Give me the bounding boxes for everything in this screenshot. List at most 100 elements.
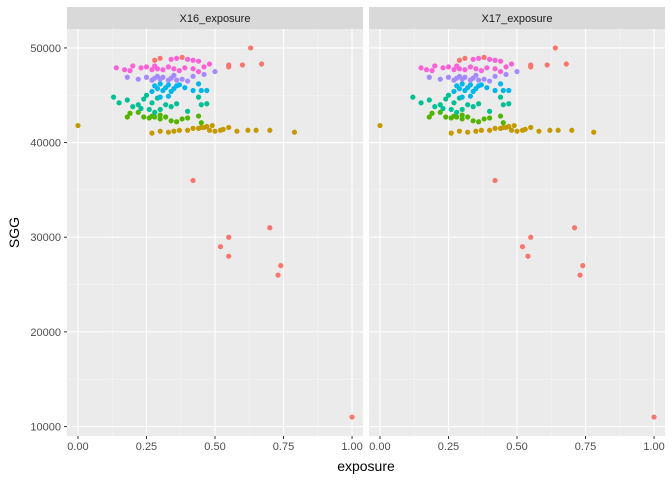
data-point-green — [465, 114, 471, 120]
data-point-pink — [456, 66, 463, 72]
data-point-teal — [454, 109, 460, 115]
data-point-olive — [508, 127, 515, 133]
data-point-purple — [135, 76, 141, 82]
data-point-red — [651, 414, 657, 420]
data-point-purple — [190, 73, 196, 79]
data-point-red — [544, 62, 550, 68]
data-point-purple — [184, 78, 191, 84]
data-point-pink — [195, 58, 202, 64]
data-point-blue — [154, 86, 161, 92]
data-point-olive — [492, 125, 498, 131]
x-tick-label: 0.50 — [204, 441, 225, 453]
panel-strip-label: X16_exposure — [180, 13, 251, 25]
y-tick-label: 20000 — [30, 327, 61, 339]
data-point-olive — [267, 127, 273, 133]
data-point-green — [157, 116, 163, 122]
data-point-teal — [110, 94, 117, 100]
data-point-olive — [291, 129, 298, 135]
data-point-red — [525, 253, 531, 259]
data-point-red — [349, 414, 355, 420]
data-point-pink — [149, 67, 155, 73]
data-point-teal — [497, 94, 504, 100]
data-point-red — [571, 225, 578, 231]
data-point-pink — [497, 58, 504, 64]
data-point-pink — [201, 64, 207, 70]
data-point-teal — [138, 105, 144, 112]
data-point-teal — [130, 104, 136, 110]
data-point-teal — [476, 101, 482, 107]
data-point-blue — [506, 87, 512, 94]
data-point-red — [248, 45, 254, 51]
data-point-pink — [423, 67, 430, 73]
data-point-purple — [179, 76, 185, 82]
data-point-olive — [536, 128, 542, 134]
data-point-pink — [476, 55, 482, 61]
panel-strip — [369, 7, 665, 29]
data-point-green — [195, 113, 202, 119]
data-point-purple — [171, 72, 177, 78]
data-point-teal — [198, 102, 204, 108]
data-point-olive — [465, 129, 471, 135]
data-point-purple — [437, 76, 443, 82]
data-point-blue — [497, 81, 504, 87]
data-point-red — [552, 45, 558, 51]
data-point-teal — [440, 105, 446, 112]
data-point-olive — [157, 128, 163, 134]
data-point-pink — [165, 64, 172, 70]
data-point-olive — [226, 124, 232, 131]
data-point-red — [519, 244, 526, 250]
data-point-purple — [462, 74, 468, 80]
data-point-olive — [176, 127, 182, 133]
data-point-teal — [124, 97, 130, 103]
data-point-teal — [459, 106, 465, 113]
data-point-olive — [184, 127, 191, 133]
data-point-pink — [127, 68, 133, 74]
y-tick-label: 50000 — [30, 43, 61, 55]
y-tick-label: 30000 — [30, 232, 61, 244]
data-point-teal — [141, 96, 147, 102]
data-point-pink — [154, 66, 161, 72]
data-point-teal — [465, 102, 471, 108]
data-point-purple — [514, 68, 520, 75]
x-tick-label: 1.00 — [643, 441, 664, 453]
data-point-red — [492, 177, 498, 184]
data-point-red — [528, 64, 534, 70]
data-point-blue — [176, 82, 182, 88]
data-point-olive — [506, 123, 512, 130]
data-point-blue — [459, 94, 465, 100]
data-point-teal — [174, 101, 180, 107]
data-point-pink — [195, 68, 202, 75]
data-point-red — [462, 55, 468, 61]
data-point-teal — [426, 97, 432, 103]
data-point-green — [443, 114, 449, 120]
data-point-olive — [448, 130, 454, 136]
data-point-red — [278, 263, 284, 269]
data-point-olive — [209, 122, 215, 129]
panel-strip — [67, 7, 363, 29]
data-point-red — [267, 225, 273, 231]
data-point-pink — [190, 57, 196, 63]
data-point-pink — [503, 64, 509, 70]
data-point-pink — [492, 66, 498, 72]
y-tick-label: 40000 — [30, 138, 61, 150]
data-point-olive — [190, 125, 196, 131]
data-point-green — [174, 119, 180, 125]
data-point-teal — [448, 106, 454, 113]
data-point-pink — [440, 65, 446, 71]
data-point-teal — [470, 104, 476, 110]
data-point-teal — [152, 109, 158, 115]
data-point-olive — [234, 128, 240, 134]
data-point-olive — [555, 127, 561, 133]
x-tick-label: 0.00 — [67, 441, 88, 453]
data-point-red — [152, 57, 158, 63]
data-point-teal — [195, 94, 202, 100]
data-point-blue — [456, 86, 463, 92]
data-point-pink — [492, 57, 498, 63]
data-point-purple — [154, 73, 161, 79]
data-point-blue — [157, 94, 163, 100]
data-point-pink — [182, 65, 188, 71]
data-point-teal — [443, 96, 449, 102]
data-point-olive — [473, 128, 479, 134]
data-point-purple — [143, 74, 150, 80]
data-point-pink — [478, 68, 484, 74]
